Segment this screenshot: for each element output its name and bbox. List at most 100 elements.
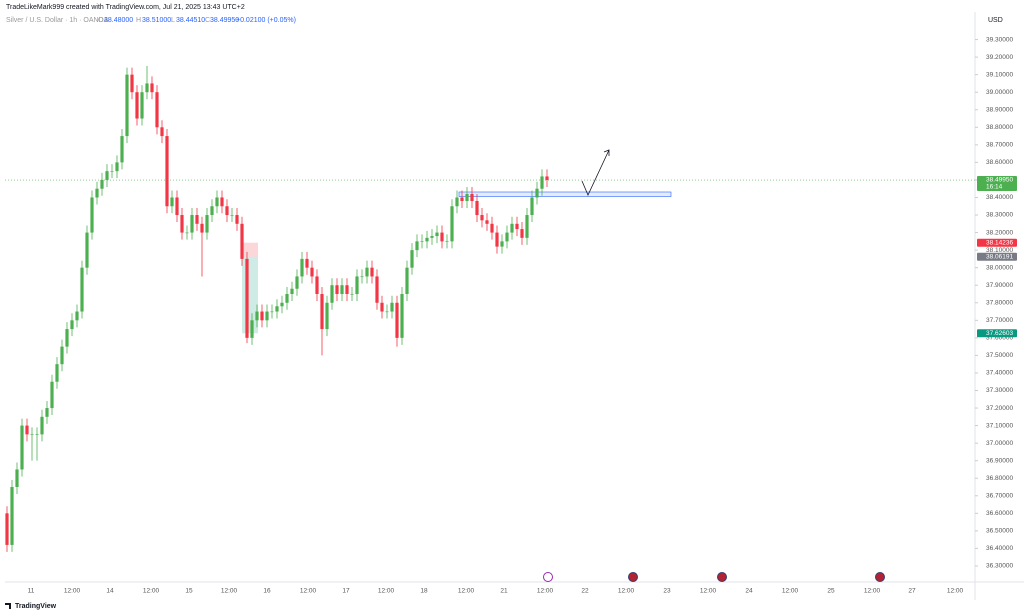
candle-body	[175, 197, 179, 216]
x-tick-label: 16	[263, 588, 271, 595]
candle-body	[185, 232, 189, 234]
candle-body	[335, 285, 339, 294]
symbol: Silver / U.S. Dollar · 1h · OANDA	[6, 17, 109, 24]
y-tick-label: 37.40000	[986, 370, 1013, 377]
candle-body	[400, 293, 404, 338]
candle-body	[155, 92, 159, 128]
y-tick-label: 36.70000	[986, 492, 1013, 499]
x-tick-label: 12:00	[143, 588, 160, 595]
candle-body	[130, 74, 134, 93]
candle-body	[475, 200, 479, 216]
y-tick-label: 36.30000	[986, 563, 1013, 570]
x-tick-label: 15	[185, 588, 193, 595]
arrow	[581, 149, 610, 196]
candle-body	[530, 197, 534, 216]
candle-body	[50, 381, 54, 409]
candle-body	[310, 267, 314, 277]
candle-body	[80, 267, 84, 312]
h-key: H	[136, 17, 141, 24]
candle-body	[430, 236, 434, 238]
price-badge-label: 38.14236	[986, 239, 1013, 246]
candle-body	[90, 197, 94, 233]
candle-body	[95, 188, 99, 198]
candle-body	[455, 197, 459, 207]
y-tick-label: 39.30000	[986, 36, 1013, 43]
candle-body	[135, 92, 139, 119]
candle-body	[285, 293, 289, 303]
candle-body	[370, 267, 374, 277]
candle-body	[510, 223, 514, 233]
candle-body	[350, 293, 354, 295]
y-tick-label: 38.80000	[986, 124, 1013, 131]
brand: TradingView	[15, 603, 57, 610]
y-tick-label: 37.70000	[986, 317, 1013, 324]
candle-body	[170, 197, 174, 207]
candle-body	[415, 241, 419, 251]
candle-body	[325, 302, 329, 330]
candle-body	[445, 241, 449, 242]
candle-body	[60, 346, 64, 365]
candle-body	[505, 232, 509, 242]
candle-body	[360, 276, 364, 278]
candle-body	[230, 215, 234, 216]
y-tick-label: 36.40000	[986, 545, 1013, 552]
candle-body	[100, 179, 104, 189]
candle-body	[480, 215, 484, 221]
x-tick-label: 12:00	[378, 588, 395, 595]
c-key: C	[205, 17, 210, 24]
candle-body	[395, 302, 399, 338]
candle-body	[215, 197, 219, 207]
price-badge	[977, 238, 1017, 247]
candle-body	[465, 193, 469, 201]
candle-body	[85, 232, 89, 268]
candle-body	[25, 425, 29, 435]
event-icon	[875, 572, 885, 582]
candle-body	[260, 311, 264, 321]
candle-body	[105, 171, 109, 180]
y-tick-label: 37.00000	[986, 440, 1013, 447]
candle-body	[115, 162, 119, 172]
price-badge-label: 38.06191	[986, 254, 1013, 261]
y-tick-label: 39.10000	[986, 71, 1013, 78]
x-tick-label: 18	[420, 588, 428, 595]
x-tick-label: 12:00	[221, 588, 238, 595]
candle-body	[265, 311, 269, 321]
candle-body	[5, 513, 9, 545]
c-value: 38.49950	[210, 17, 239, 24]
candle-body	[140, 92, 144, 119]
x-tick-label: 27	[908, 588, 916, 595]
logo	[5, 603, 11, 609]
price-badge	[977, 252, 1017, 261]
y-tick-label: 37.30000	[986, 387, 1013, 394]
risk-box	[242, 242, 258, 257]
x-tick-label: 12:00	[782, 588, 799, 595]
y-tick-label: 36.60000	[986, 510, 1013, 517]
y-tick-label: 38.00000	[986, 264, 1013, 271]
candle-body	[55, 364, 59, 382]
x-tick-label: 12:00	[458, 588, 475, 595]
candle-body	[375, 276, 379, 303]
candle-body	[390, 302, 394, 312]
y-tick-label: 39.00000	[986, 89, 1013, 96]
candle-body	[450, 206, 454, 242]
y-tick-label: 39.20000	[986, 54, 1013, 61]
candle-body	[300, 258, 304, 277]
y-tick-label: 37.80000	[986, 299, 1013, 306]
candle-body	[420, 241, 424, 242]
candle-body	[515, 223, 519, 230]
candle-body	[305, 258, 309, 268]
candle-body	[490, 223, 494, 233]
candle-body	[15, 469, 19, 488]
x-tick-label: 24	[745, 588, 753, 595]
candle-body	[355, 276, 359, 294]
candle-body	[30, 434, 34, 435]
candle-body	[180, 215, 184, 233]
y-tick-label: 38.30000	[986, 212, 1013, 219]
y-tick-label: 38.20000	[986, 229, 1013, 236]
y-tick-label: 38.70000	[986, 142, 1013, 149]
currency: USD	[988, 17, 1003, 24]
candle-body	[340, 285, 344, 294]
